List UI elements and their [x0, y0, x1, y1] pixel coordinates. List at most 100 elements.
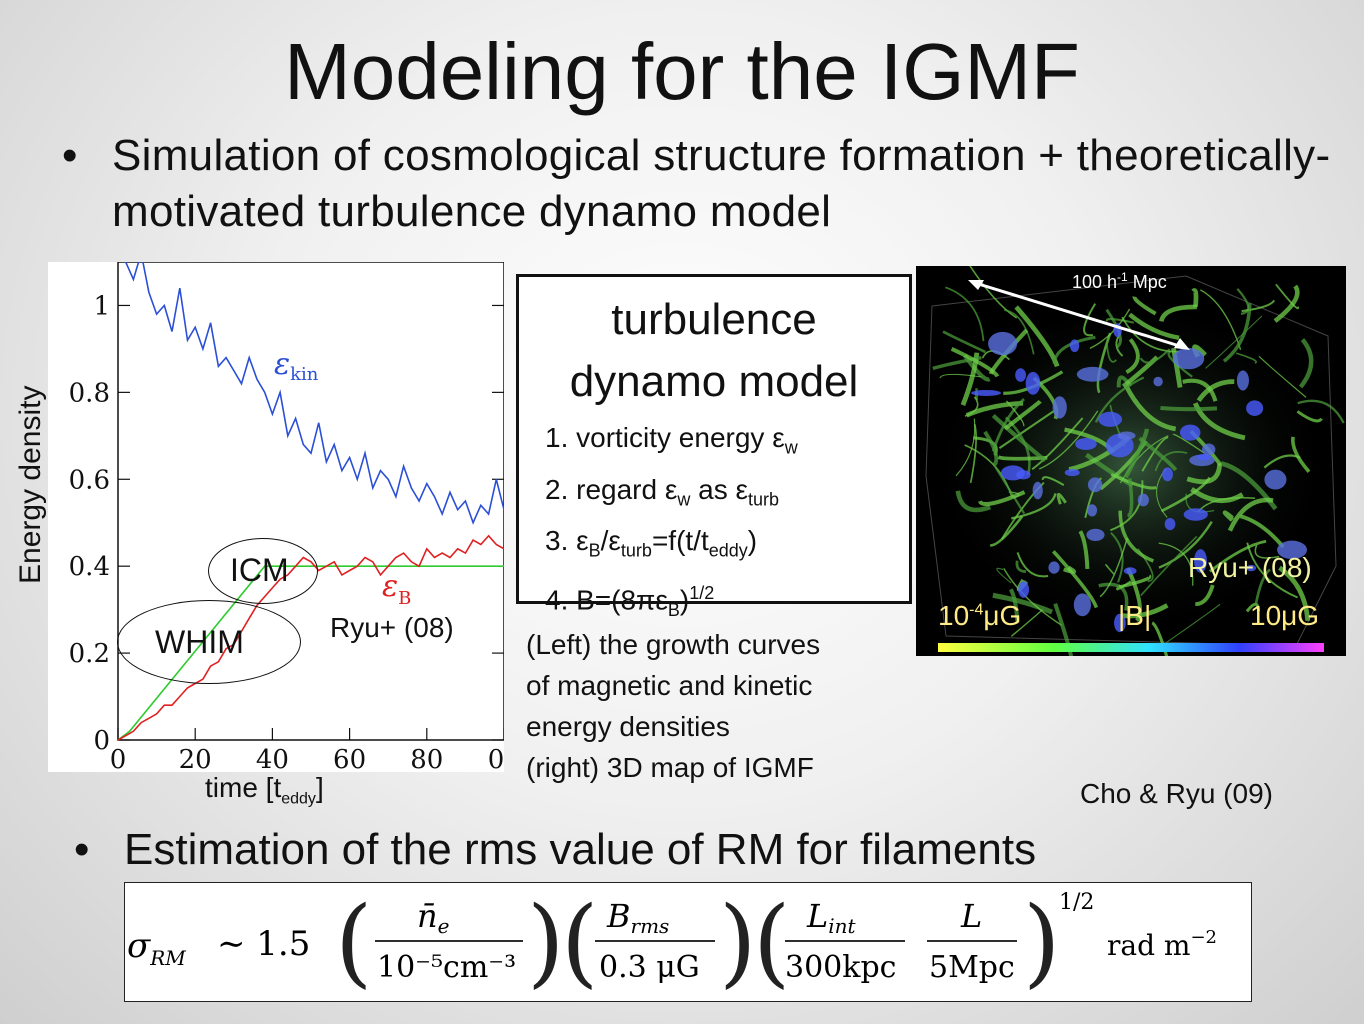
filament — [1078, 530, 1090, 570]
rm-formula: σRM ∼ 1.5 ( n̄e 10⁻⁵cm⁻³ ) ( Brms 0.3 μG… — [124, 882, 1252, 1002]
filament — [1132, 296, 1157, 316]
colorbar-high-label: 10μG — [1250, 600, 1320, 631]
cluster-blob — [1098, 411, 1123, 427]
filament — [1160, 405, 1218, 412]
filament — [1063, 565, 1076, 574]
x-tick-label: 60 — [333, 745, 366, 772]
filament — [1121, 316, 1180, 353]
filament — [991, 398, 1025, 452]
cluster-blob — [988, 331, 1018, 356]
filament — [1239, 514, 1285, 549]
model-step-1: 1. vorticity energy εw — [545, 422, 798, 458]
filament — [1186, 463, 1223, 485]
cluster-blob — [1236, 370, 1249, 391]
x-tick-label: 0 — [110, 745, 127, 772]
cluster-blob — [1075, 438, 1097, 451]
filament — [1011, 492, 1057, 520]
whim-label: WHIM — [155, 624, 244, 660]
filament — [1105, 564, 1115, 575]
bullet-text: Estimation of the rms value of RM for fi… — [124, 825, 1037, 874]
filament — [1154, 451, 1188, 472]
model-step-4: 4. B=(8πεB)1/2 — [545, 582, 715, 620]
filament — [1121, 355, 1159, 389]
filament — [1119, 435, 1169, 484]
dynamo-model-box: turbulence dynamo model 1. vorticity ene… — [516, 274, 912, 620]
map-scale-label: 100 h-1 Mpc — [1072, 270, 1167, 292]
filament — [1138, 436, 1178, 472]
filament — [1016, 552, 1049, 578]
filament — [1053, 603, 1074, 656]
filament — [1003, 309, 1035, 355]
cluster-blob — [1162, 467, 1173, 482]
cluster-blob — [1197, 453, 1212, 461]
filament — [977, 490, 1026, 507]
y-tick-label: 0.6 — [69, 465, 110, 495]
filament — [1278, 565, 1311, 621]
filament — [1235, 352, 1257, 364]
colorbar — [938, 643, 1324, 652]
model-title-line2: dynamo model — [569, 357, 859, 406]
filament — [1003, 567, 1063, 627]
filament — [1141, 436, 1169, 472]
svg-text:): ) — [527, 886, 564, 998]
x-tick-label: 0 — [488, 745, 504, 772]
cluster-blob — [1015, 368, 1026, 382]
formula-lhs: σRM — [127, 926, 186, 970]
cluster-blob — [1087, 504, 1098, 517]
svg-text:): ) — [1023, 886, 1060, 998]
filament — [1099, 537, 1128, 598]
cluster-blob — [1137, 493, 1149, 507]
colorbar-mid-label: |B| — [1118, 600, 1152, 631]
filament — [1158, 542, 1194, 586]
filament — [1126, 478, 1134, 518]
formula-svg: σRM ∼ 1.5 ( n̄e 10⁻⁵cm⁻³ ) ( Brms 0.3 μG… — [127, 886, 1217, 998]
filament — [1151, 621, 1169, 656]
formula-ne-num: n̄e — [417, 897, 449, 938]
y-tick-label: 0.8 — [69, 378, 110, 408]
caption-line: (Left) the growth curves — [526, 629, 821, 660]
eps-b-label: εB — [382, 569, 411, 609]
filament — [1254, 568, 1271, 605]
y-tick-label: 0.2 — [69, 639, 110, 669]
filament — [960, 352, 980, 406]
cluster-blob — [1179, 424, 1201, 441]
filament — [1041, 476, 1065, 487]
cluster-blob — [1114, 613, 1126, 633]
x-tick-label: 40 — [256, 745, 289, 772]
filament — [1196, 379, 1235, 403]
model-step-3: 3. εB/εturb=f(t/teddy) — [545, 525, 758, 561]
filament — [991, 413, 1047, 463]
cluster-blob — [1183, 508, 1208, 521]
filament — [1258, 355, 1307, 398]
filament — [1158, 521, 1213, 569]
filament — [969, 266, 1018, 319]
filament — [1128, 312, 1180, 341]
formula-lint-den: 300kpc — [785, 950, 896, 985]
cluster-blob — [1032, 481, 1043, 500]
figure-caption: (Left) the growth curves of magnetic and… — [526, 624, 820, 788]
filament — [1241, 299, 1276, 313]
formula-exponent: 1/2 — [1059, 890, 1094, 915]
filament — [1118, 510, 1155, 563]
filament — [1254, 544, 1280, 559]
filament — [1222, 510, 1234, 522]
filament — [1056, 492, 1067, 505]
filament — [1094, 376, 1145, 423]
y-axis-label: Energy density — [14, 385, 47, 584]
plot-frame — [117, 262, 504, 741]
bullet-dot: • — [62, 131, 78, 180]
cluster-blob — [1246, 400, 1264, 416]
filament — [1298, 338, 1314, 389]
cluster-blob — [1052, 396, 1067, 419]
y-tick-label: 1 — [93, 291, 110, 321]
filament — [1291, 436, 1311, 473]
filament — [1010, 609, 1044, 637]
filament — [1125, 338, 1140, 374]
eps-kin-label: εkin — [274, 347, 319, 385]
filament — [950, 347, 1000, 378]
igmf-map-image — [925, 266, 1345, 656]
icm-label: ICM — [230, 552, 289, 588]
model-title: turbulence dynamo model — [519, 289, 909, 413]
plot-svg: 0 0.2 0.4 0.6 0.8 1 0 20 40 60 80 0 εkin εB — [69, 262, 504, 772]
filament — [1124, 384, 1177, 432]
